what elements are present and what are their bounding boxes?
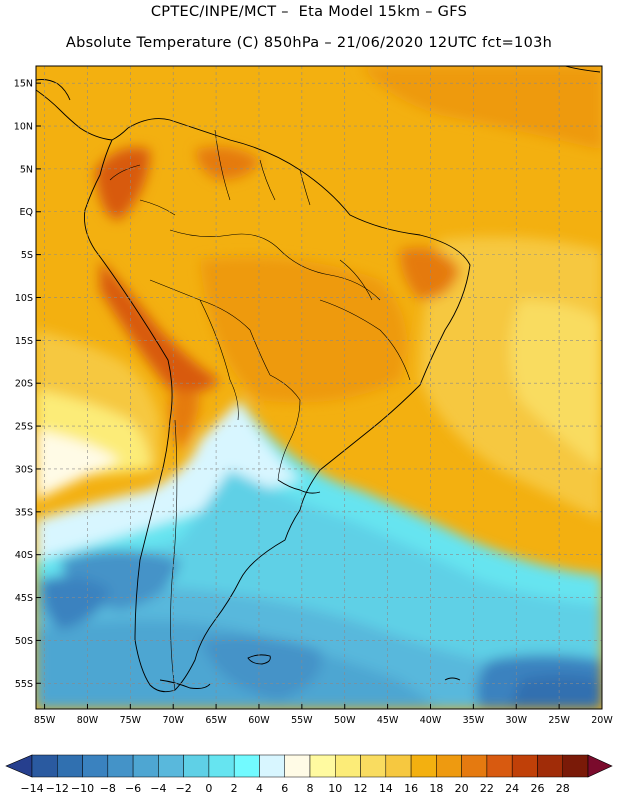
lat-label: 30S	[15, 464, 33, 475]
lat-label: 10S	[15, 293, 33, 304]
lat-label: 20S	[15, 379, 33, 390]
colorbar-swatch	[562, 754, 589, 778]
lon-label: 55W	[291, 715, 313, 726]
colorbar-label: 6	[281, 782, 288, 795]
lat-label: 5N	[20, 164, 33, 175]
lat-label: 15N	[14, 79, 33, 90]
lat-label: 5S	[21, 250, 33, 261]
lat-label: 55S	[15, 679, 33, 690]
colorbar-label: 14	[379, 782, 393, 795]
colorbar-label: 24	[505, 782, 519, 795]
colorbar-swatch	[132, 754, 159, 778]
colorbar-swatch	[309, 754, 336, 778]
lon-label: 35W	[463, 715, 485, 726]
lon-label: 25W	[548, 715, 570, 726]
graticule	[36, 66, 602, 709]
colorbar-label: −4	[150, 782, 166, 795]
colorbar-swatch	[57, 754, 83, 778]
colorbar-label: 4	[256, 782, 263, 795]
colorbar-swatch	[208, 754, 235, 778]
colorbar-label: 18	[429, 782, 443, 795]
colorbar-swatch	[385, 754, 412, 778]
lat-label: 15S	[15, 336, 33, 347]
colorbar-label: 12	[354, 782, 368, 795]
map-frame	[35, 65, 603, 710]
lat-label: 35S	[15, 507, 33, 518]
temperature-field	[36, 66, 602, 709]
lon-label: 45W	[377, 715, 399, 726]
colorbar-label: −2	[176, 782, 192, 795]
colorbar-labels: −14 −12 −10 −8 −6 −4 −2 0 2 4 6 8 10 12 14 16 18 20 22 24 26…	[20, 782, 569, 795]
lat-label: 40S	[15, 550, 33, 561]
colorbar-swatch	[537, 754, 563, 778]
country-borders	[109, 129, 411, 691]
colorbar-label: −12	[46, 782, 69, 795]
colorbar-label: 28	[556, 782, 570, 795]
colorbar-swatch	[511, 754, 538, 778]
colorbar-swatch	[335, 754, 361, 778]
latitude-axis: 15N 10N 5N EQ 5S 10S 15S 20S 25S 30S 35S 40S 45S 50S 5…	[14, 79, 41, 690]
colorbar-label: 2	[231, 782, 238, 795]
colorbar-swatch	[284, 754, 311, 778]
lon-label: 50W	[334, 715, 356, 726]
colorbar-swatch	[183, 754, 210, 778]
colorbar-label: 0	[205, 782, 212, 795]
map-title-line1: CPTEC/INPE/MCT – Eta Model 15km – GFS	[150, 4, 468, 20]
coastlines	[36, 66, 601, 693]
lon-label: 85W	[34, 715, 56, 726]
lat-label: 50S	[15, 636, 33, 647]
colorbar-high-arrow	[587, 754, 613, 778]
temperature-colorbar	[5, 754, 613, 778]
colorbar-label: 20	[455, 782, 469, 795]
longitude-axis: 85W 80W 75W 70W 65W 60W 55W 50W 45W 40W 35W 30W 25W 2…	[34, 704, 613, 726]
lon-label: 75W	[120, 715, 142, 726]
colorbar-swatch	[410, 754, 437, 778]
colorbar-label: 8	[307, 782, 314, 795]
map-title-line2: Absolute Temperature (C) 850hPa – 21/06/…	[65, 35, 553, 51]
lon-label: 70W	[162, 715, 184, 726]
colorbar-label: −14	[20, 782, 43, 795]
colorbar-label: 26	[530, 782, 544, 795]
lon-label: 30W	[506, 715, 528, 726]
colorbar-label: −8	[100, 782, 116, 795]
lon-label: 40W	[420, 715, 442, 726]
colorbar-swatch	[158, 754, 184, 778]
colorbar-swatch	[233, 754, 260, 778]
lon-label: 80W	[77, 715, 99, 726]
colorbar-low-arrow	[5, 754, 33, 778]
colorbar-label: −10	[71, 782, 94, 795]
lon-label: 20W	[591, 715, 613, 726]
colorbar-swatch	[82, 754, 109, 778]
lon-label: 60W	[248, 715, 270, 726]
lon-label: 65W	[205, 715, 227, 726]
colorbar-label: 22	[480, 782, 494, 795]
colorbar-label: 16	[404, 782, 418, 795]
colorbar-swatch	[107, 754, 134, 778]
colorbar-swatch	[461, 754, 488, 778]
colorbar-label: 10	[328, 782, 342, 795]
lat-label: 10N	[14, 122, 33, 133]
colorbar-swatch	[360, 754, 387, 778]
colorbar-swatch	[486, 754, 513, 778]
lat-label: 25S	[15, 422, 33, 433]
colorbar-swatch	[31, 754, 58, 778]
lat-label: 45S	[15, 593, 33, 604]
colorbar-label: −6	[125, 782, 141, 795]
colorbar-swatch	[436, 754, 462, 778]
lat-label: EQ	[20, 207, 33, 218]
colorbar-swatch	[259, 754, 285, 778]
